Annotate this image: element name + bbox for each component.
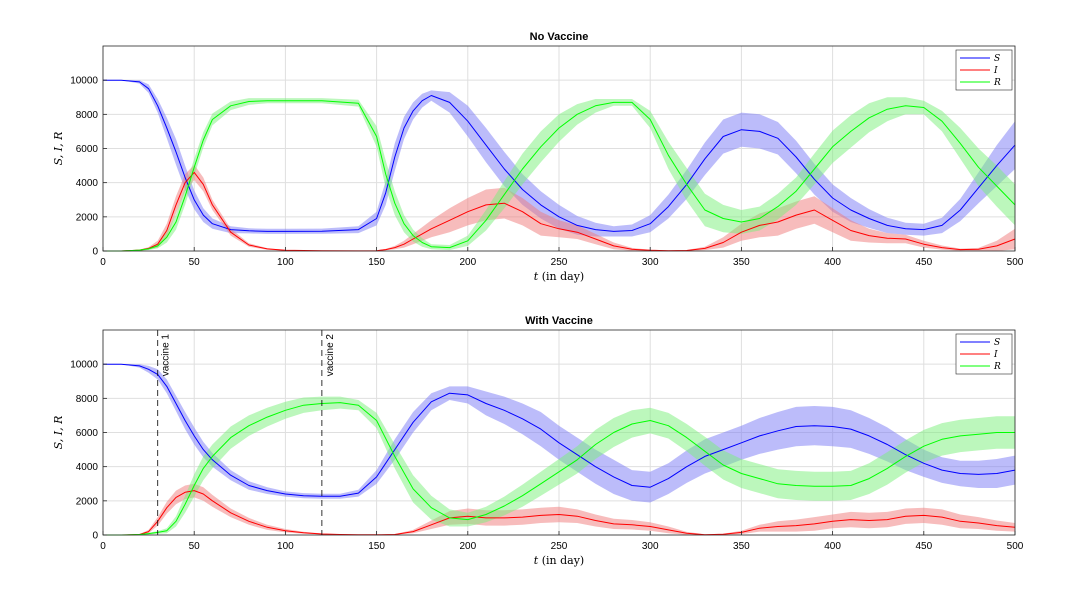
x-tick-label: 450 bbox=[915, 541, 932, 552]
vaccine-label-2: vaccine 2 bbox=[325, 334, 336, 377]
y-tick-label: 10000 bbox=[70, 360, 98, 371]
series-line-S bbox=[103, 79, 1016, 232]
x-tick-label: 500 bbox=[1007, 257, 1024, 268]
y-axis-label: S, I, R bbox=[52, 416, 65, 450]
legend-label-S: S bbox=[994, 338, 1000, 348]
y-tick-label: 10000 bbox=[70, 76, 98, 87]
series-line-R bbox=[103, 100, 1016, 252]
chart-panel-2: vaccine 1 vaccine 2 0 50 100 150 200 250 300 350 4… bbox=[52, 315, 1024, 567]
x-tick-label: 450 bbox=[915, 257, 932, 268]
y-tick-label: 8000 bbox=[76, 110, 99, 121]
band-I bbox=[103, 483, 1015, 535]
y-tick-label: 0 bbox=[92, 247, 98, 258]
chart-title: No Vaccine bbox=[530, 31, 589, 43]
y-tick-label: 2000 bbox=[76, 496, 99, 507]
y-tick-label: 4000 bbox=[76, 462, 99, 473]
x-tick-label: 300 bbox=[642, 257, 659, 268]
series-line-S bbox=[103, 363, 1016, 497]
y-tick-label: 8000 bbox=[76, 394, 99, 405]
x-tick-label: 50 bbox=[189, 257, 201, 268]
legend-label-I: I bbox=[993, 66, 998, 76]
x-tick-label: 400 bbox=[824, 257, 841, 268]
y-tick-label: 6000 bbox=[76, 144, 99, 155]
x-tick-label: 150 bbox=[368, 257, 385, 268]
series-line-I bbox=[103, 171, 1016, 252]
legend-label-S: S bbox=[994, 54, 1000, 64]
x-tick-label: 350 bbox=[733, 541, 750, 552]
x-tick-label: 250 bbox=[551, 257, 568, 268]
x-tick-label: 150 bbox=[368, 541, 385, 552]
x-tick-label: 50 bbox=[189, 541, 201, 552]
chart-title: With Vaccine bbox=[525, 315, 593, 327]
x-tick-label: 250 bbox=[551, 541, 568, 552]
legend-label-I: I bbox=[993, 350, 998, 360]
x-tick-label: 200 bbox=[459, 541, 476, 552]
band-I bbox=[103, 164, 1015, 251]
legend: SIR bbox=[955, 333, 1013, 375]
x-tick-label: 0 bbox=[100, 257, 106, 268]
series-line-R bbox=[103, 402, 1015, 536]
x-tick-label: 0 bbox=[100, 541, 106, 552]
x-tick-label: 400 bbox=[824, 541, 841, 552]
legend-label-R: R bbox=[993, 78, 1001, 88]
x-axis-label: t (in day) bbox=[534, 554, 584, 567]
y-axis-label: S, I, R bbox=[52, 132, 65, 166]
legend: SIR bbox=[955, 49, 1013, 91]
series-line-I bbox=[103, 490, 1016, 536]
x-tick-label: 100 bbox=[277, 257, 294, 268]
band-S bbox=[103, 364, 1015, 503]
x-tick-label: 200 bbox=[459, 257, 476, 268]
y-tick-label: 6000 bbox=[76, 428, 99, 439]
chart-panel-1: 0 50 100 150 200 250 300 350 400 450 500 0 2000 4000 6… bbox=[52, 31, 1024, 283]
x-axis-label: t (in day) bbox=[534, 270, 584, 283]
band-S bbox=[103, 80, 1015, 237]
vaccine-label-1: vaccine 1 bbox=[161, 334, 172, 377]
y-tick-label: 4000 bbox=[76, 178, 99, 189]
band-R bbox=[103, 396, 1015, 535]
x-tick-label: 350 bbox=[733, 257, 750, 268]
x-tick-label: 500 bbox=[1007, 541, 1024, 552]
x-tick-label: 300 bbox=[642, 541, 659, 552]
legend-label-R: R bbox=[993, 362, 1001, 372]
y-tick-label: 2000 bbox=[76, 212, 99, 223]
y-tick-label: 0 bbox=[92, 531, 98, 542]
x-tick-label: 100 bbox=[277, 541, 294, 552]
